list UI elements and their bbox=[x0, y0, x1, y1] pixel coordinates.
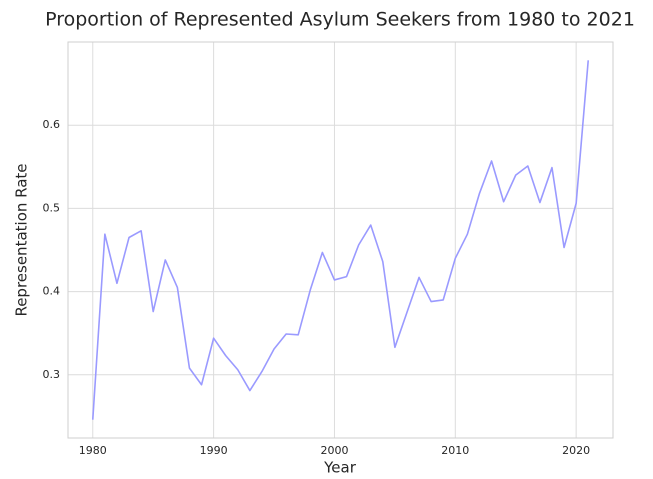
y-axis-label: Representation Rate bbox=[13, 163, 31, 316]
x-tick-label: 2020 bbox=[562, 444, 590, 457]
x-axis-label: Year bbox=[323, 459, 357, 477]
x-tick-label: 2000 bbox=[320, 444, 348, 457]
y-tick-label: 0.3 bbox=[43, 368, 61, 381]
y-tick-label: 0.4 bbox=[43, 285, 61, 298]
x-tick-label: 1990 bbox=[200, 444, 228, 457]
plot-frame bbox=[67, 41, 614, 439]
y-tick-label: 0.6 bbox=[43, 118, 61, 131]
x-tick-label: 2010 bbox=[441, 444, 469, 457]
data-line bbox=[91, 60, 590, 420]
y-tick-label: 0.5 bbox=[43, 201, 61, 214]
chart-title: Proportion of Represented Asylum Seekers… bbox=[45, 9, 635, 31]
x-tick-label: 1980 bbox=[79, 444, 107, 457]
